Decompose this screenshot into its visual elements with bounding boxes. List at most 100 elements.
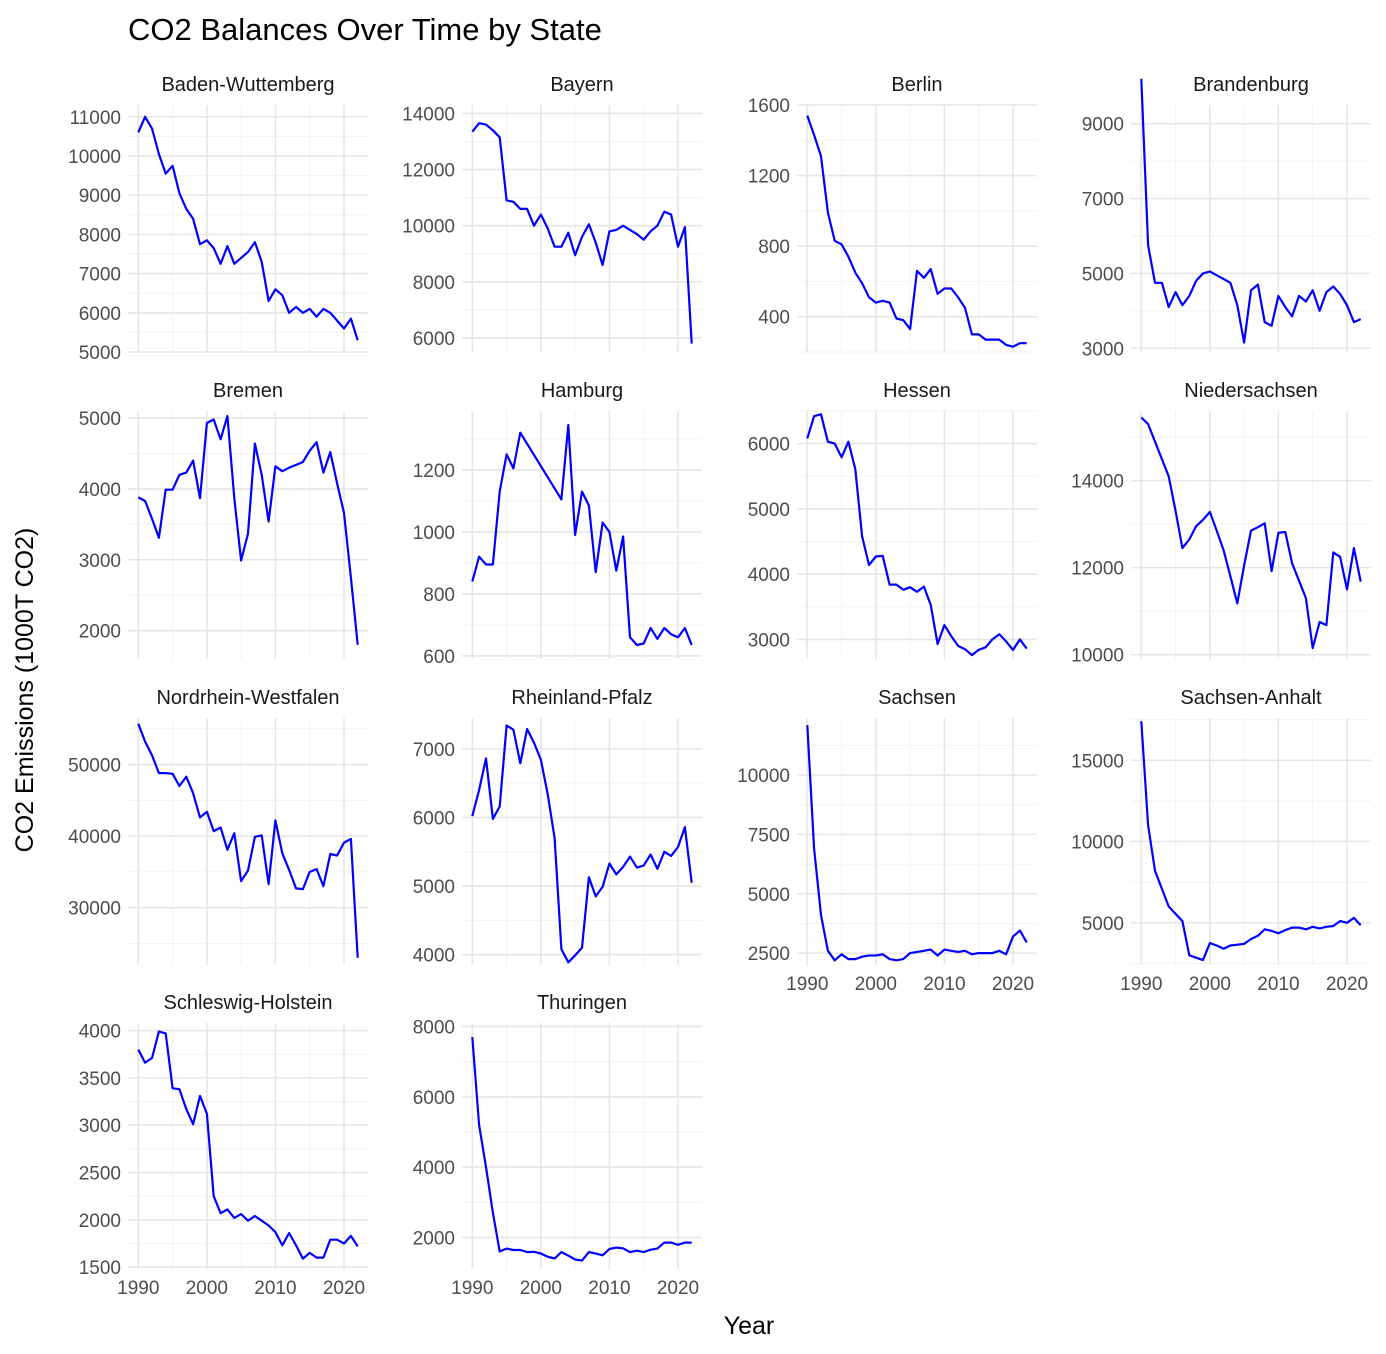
y-tick-label: 5000 xyxy=(748,500,790,521)
facet-panel: Niedersachsen 10000 12000 14000 xyxy=(1071,380,1371,667)
series-line xyxy=(806,115,1027,348)
facet-label: Berlin xyxy=(891,74,942,96)
facet-panel: Baden-Wuttemberg 5000 6000 7000 8000 9000 1000… xyxy=(68,74,368,364)
series-line xyxy=(137,414,359,645)
facet-label: Sachsen xyxy=(878,687,956,709)
y-tick-label: 8000 xyxy=(79,225,121,246)
chart-title: CO2 Balances Over Time by State xyxy=(128,12,602,47)
facet-panel: Nordrhein-Westfalen 30000 40000 50000 xyxy=(68,687,368,965)
y-axis-title: CO2 Emissions (1000T CO2) xyxy=(11,528,39,853)
y-tick-label: 4000 xyxy=(79,480,121,501)
facet-panel: Hessen 3000 4000 5000 6000 xyxy=(748,380,1037,659)
series-line xyxy=(137,115,359,341)
y-tick-label: 3000 xyxy=(1082,339,1124,360)
y-tick-label: 5000 xyxy=(1082,914,1124,935)
y-tick-label: 11000 xyxy=(70,108,121,129)
x-tick-label: 2020 xyxy=(992,974,1034,995)
y-tick-label: 50000 xyxy=(68,756,121,777)
x-tick-label: 2010 xyxy=(923,974,965,995)
y-tick-label: 6000 xyxy=(413,1088,455,1109)
y-tick-label: 3500 xyxy=(79,1069,121,1090)
x-tick-label: 2000 xyxy=(1189,974,1231,995)
y-tick-label: 10000 xyxy=(1071,833,1124,854)
series-line xyxy=(1140,78,1362,344)
y-tick-label: 6000 xyxy=(79,304,121,325)
x-tick-label: 2010 xyxy=(1257,974,1299,995)
y-tick-label: 12000 xyxy=(402,161,455,182)
y-tick-label: 2000 xyxy=(413,1228,455,1249)
series-line xyxy=(137,1030,359,1260)
x-tick-label: 1990 xyxy=(786,974,828,995)
facet-panel: Brandenburg 3000 5000 7000 9000 xyxy=(1082,74,1371,360)
x-tick-label: 2020 xyxy=(323,1278,365,1299)
facet-label: Sachsen-Anhalt xyxy=(1180,687,1322,709)
y-tick-label: 1200 xyxy=(413,461,455,482)
facet-label: Niedersachsen xyxy=(1184,380,1317,402)
y-tick-label: 10000 xyxy=(1071,646,1124,667)
facet-panel: Sachsen 2500 5000 7500 10000 1990 2000 2010 2020 xyxy=(737,687,1037,995)
y-tick-label: 10000 xyxy=(402,217,455,238)
y-tick-label: 2500 xyxy=(748,944,790,965)
facet-label: Schleswig-Holstein xyxy=(164,992,333,1014)
y-tick-label: 10000 xyxy=(737,766,790,787)
facet-panel: Rheinland-Pfalz 4000 5000 6000 7000 xyxy=(413,687,702,967)
y-tick-label: 7000 xyxy=(413,740,455,761)
x-tick-label: 1990 xyxy=(1120,974,1162,995)
y-tick-label: 4000 xyxy=(413,1158,455,1179)
y-tick-label: 4000 xyxy=(413,946,455,967)
facet-panel: Sachsen-Anhalt 5000 10000 15000 1990 2000 2010… xyxy=(1071,687,1371,995)
facet-label: Brandenburg xyxy=(1193,74,1309,96)
y-tick-label: 1000 xyxy=(413,523,455,544)
y-tick-label: 400 xyxy=(758,308,790,329)
y-tick-label: 3000 xyxy=(79,551,121,572)
y-tick-label: 1600 xyxy=(748,96,790,117)
y-tick-label: 3000 xyxy=(79,1116,121,1137)
series-line xyxy=(1140,416,1362,650)
y-tick-label: 8000 xyxy=(413,1018,455,1039)
facet-panels: Baden-Wuttemberg 5000 6000 7000 8000 9000 1000… xyxy=(68,74,1371,1299)
facet-panel: Bremen 2000 3000 4000 5000 xyxy=(79,380,368,659)
y-tick-label: 3000 xyxy=(748,630,790,651)
x-tick-label: 2020 xyxy=(657,1278,699,1299)
y-tick-label: 5000 xyxy=(79,343,121,364)
x-tick-label: 1990 xyxy=(117,1278,159,1299)
y-tick-label: 5000 xyxy=(748,885,790,906)
y-tick-label: 800 xyxy=(758,237,790,258)
y-tick-label: 14000 xyxy=(402,104,455,125)
y-tick-label: 7500 xyxy=(748,825,790,846)
y-tick-label: 12000 xyxy=(1071,559,1124,580)
x-tick-label: 2000 xyxy=(186,1278,228,1299)
y-tick-label: 7000 xyxy=(79,265,121,286)
facet-label: Bayern xyxy=(550,74,613,96)
facet-panel: Hamburg 600 800 1000 1200 xyxy=(413,380,702,668)
x-tick-label: 1990 xyxy=(451,1278,493,1299)
facet-label: Baden-Wuttemberg xyxy=(161,74,334,96)
facet-label: Nordrhein-Westfalen xyxy=(156,687,339,709)
series-line xyxy=(471,1037,692,1262)
y-tick-label: 7000 xyxy=(1082,190,1124,211)
y-tick-label: 10000 xyxy=(68,147,121,168)
facet-label: Thuringen xyxy=(537,992,627,1014)
y-tick-label: 2500 xyxy=(79,1163,121,1184)
y-tick-label: 600 xyxy=(423,647,455,668)
series-line xyxy=(806,413,1028,657)
series-line xyxy=(137,723,359,958)
y-tick-label: 4000 xyxy=(748,565,790,586)
y-tick-label: 6000 xyxy=(748,435,790,456)
y-tick-label: 6000 xyxy=(413,329,455,350)
y-tick-label: 4000 xyxy=(79,1022,121,1043)
y-tick-label: 30000 xyxy=(68,899,121,920)
y-tick-label: 15000 xyxy=(1071,751,1124,772)
facet-label: Rheinland-Pfalz xyxy=(511,687,652,709)
facet-panel: Thuringen 2000 4000 6000 8000 1990 2000 2010 202… xyxy=(413,992,702,1299)
y-tick-label: 9000 xyxy=(79,186,121,207)
x-tick-label: 2010 xyxy=(254,1278,296,1299)
series-line xyxy=(471,724,693,964)
x-axis-title: Year xyxy=(724,1312,775,1340)
y-tick-label: 40000 xyxy=(68,827,121,848)
y-tick-label: 800 xyxy=(423,585,455,606)
series-line xyxy=(806,725,1028,962)
y-tick-label: 2000 xyxy=(79,622,121,643)
y-tick-label: 2000 xyxy=(79,1211,121,1232)
